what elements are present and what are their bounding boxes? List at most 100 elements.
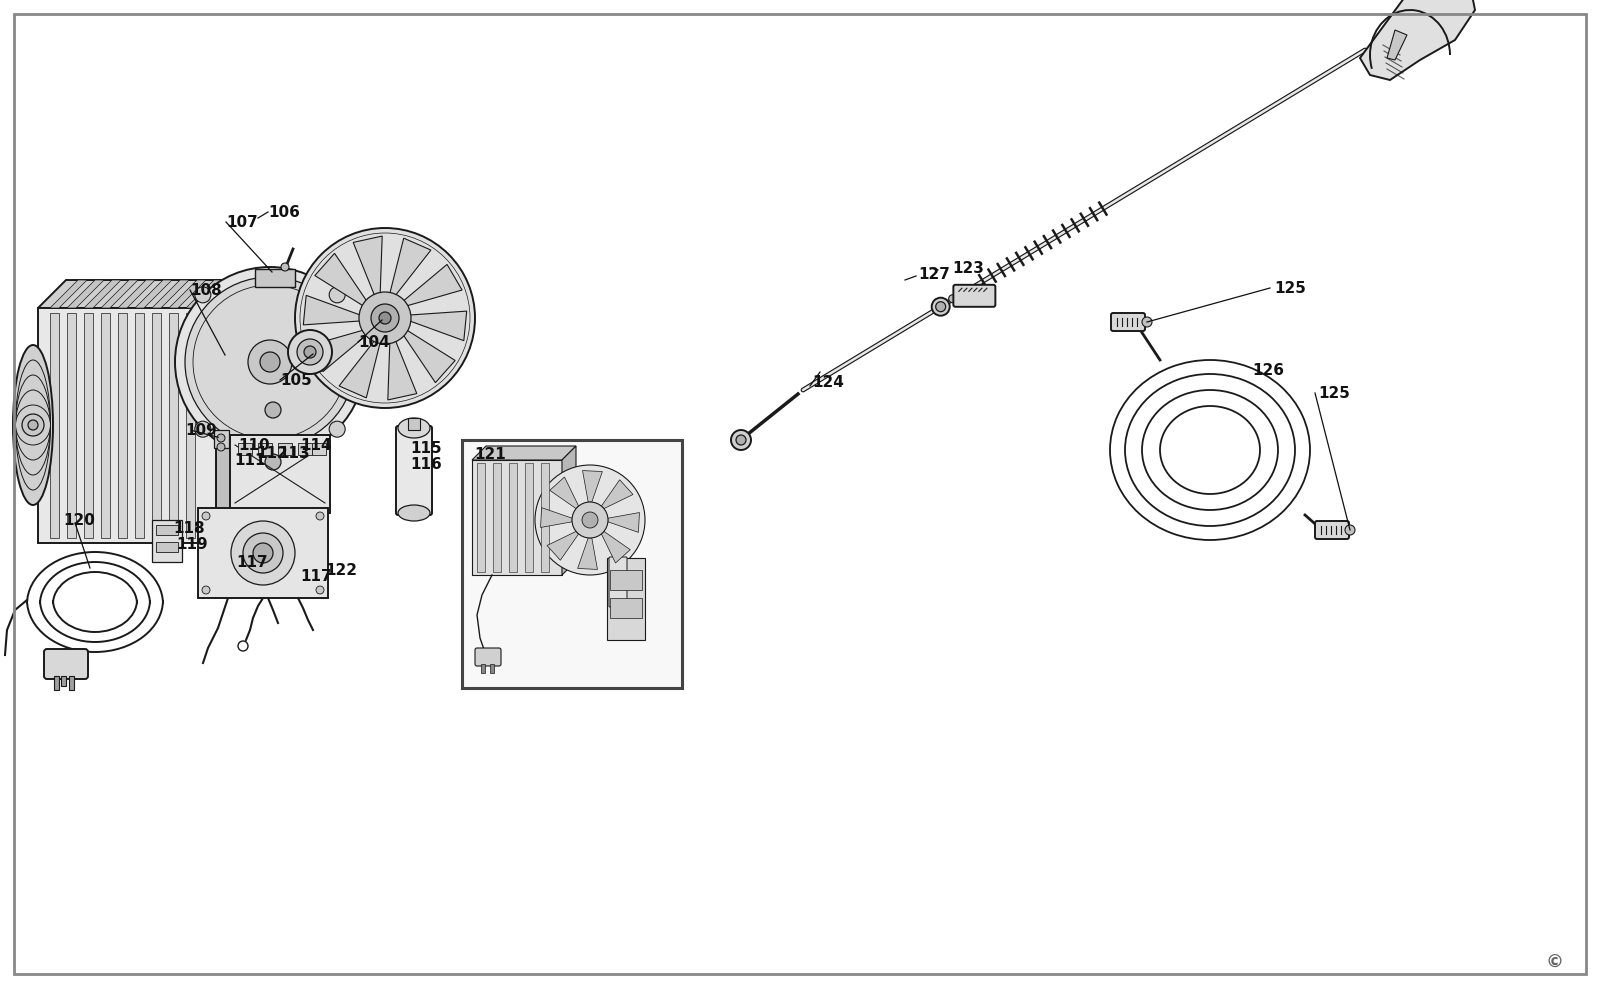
- Text: 113: 113: [278, 446, 310, 460]
- Polygon shape: [186, 280, 222, 308]
- Text: 120: 120: [62, 513, 94, 528]
- Bar: [462, 440, 682, 688]
- Bar: [152, 520, 182, 562]
- Circle shape: [258, 342, 290, 374]
- Bar: [408, 418, 419, 430]
- Bar: [472, 460, 562, 575]
- Polygon shape: [562, 446, 576, 575]
- Bar: [134, 313, 144, 538]
- Polygon shape: [67, 280, 104, 308]
- Text: 123: 123: [952, 261, 984, 276]
- Polygon shape: [152, 280, 189, 308]
- FancyBboxPatch shape: [45, 649, 88, 679]
- Polygon shape: [582, 470, 602, 502]
- Circle shape: [294, 228, 475, 408]
- Bar: [525, 463, 533, 572]
- Circle shape: [266, 454, 282, 470]
- Bar: [312, 443, 326, 455]
- Bar: [54, 676, 59, 690]
- Polygon shape: [304, 295, 360, 325]
- FancyBboxPatch shape: [475, 648, 501, 666]
- FancyBboxPatch shape: [954, 285, 995, 307]
- Text: 124: 124: [813, 374, 843, 389]
- Circle shape: [736, 435, 746, 445]
- Text: 116: 116: [410, 456, 442, 471]
- Bar: [509, 463, 517, 572]
- Circle shape: [298, 339, 323, 365]
- Text: 107: 107: [226, 214, 258, 229]
- Polygon shape: [387, 341, 416, 400]
- Circle shape: [304, 346, 317, 358]
- Circle shape: [317, 512, 323, 520]
- Ellipse shape: [29, 420, 38, 430]
- Polygon shape: [472, 446, 576, 460]
- Polygon shape: [550, 477, 579, 509]
- Circle shape: [1346, 525, 1355, 535]
- FancyBboxPatch shape: [610, 557, 627, 607]
- Text: 117: 117: [301, 568, 331, 584]
- Polygon shape: [216, 280, 243, 543]
- Circle shape: [949, 294, 957, 302]
- Polygon shape: [339, 341, 381, 398]
- Circle shape: [358, 292, 411, 344]
- Circle shape: [259, 352, 280, 372]
- Bar: [69, 676, 74, 690]
- Circle shape: [243, 533, 283, 573]
- Bar: [61, 676, 66, 686]
- Circle shape: [379, 312, 390, 324]
- Text: ©: ©: [1546, 954, 1565, 972]
- Text: 110: 110: [238, 438, 270, 453]
- Bar: [198, 508, 328, 598]
- Text: 118: 118: [173, 521, 205, 535]
- Polygon shape: [134, 280, 173, 308]
- Text: 115: 115: [410, 441, 442, 455]
- Bar: [67, 313, 77, 538]
- Text: 104: 104: [358, 335, 390, 350]
- Circle shape: [218, 443, 226, 451]
- Bar: [258, 443, 272, 455]
- Circle shape: [282, 263, 290, 271]
- Circle shape: [258, 446, 290, 478]
- Bar: [214, 430, 229, 448]
- Circle shape: [931, 297, 950, 316]
- Ellipse shape: [22, 414, 45, 436]
- Polygon shape: [38, 280, 243, 308]
- Bar: [50, 313, 59, 538]
- Text: 108: 108: [190, 283, 222, 297]
- Text: 125: 125: [1318, 385, 1350, 400]
- Bar: [83, 313, 93, 538]
- Ellipse shape: [398, 505, 430, 521]
- Circle shape: [186, 277, 355, 447]
- Polygon shape: [1360, 0, 1475, 80]
- Circle shape: [371, 304, 398, 332]
- Text: 111: 111: [234, 453, 266, 467]
- Bar: [38, 308, 216, 543]
- Circle shape: [230, 521, 294, 585]
- Polygon shape: [602, 480, 634, 509]
- Bar: [186, 313, 195, 538]
- Text: 126: 126: [1251, 363, 1283, 377]
- Text: 112: 112: [256, 446, 288, 460]
- Circle shape: [288, 330, 333, 374]
- Text: 109: 109: [186, 423, 216, 438]
- Text: 125: 125: [1274, 281, 1306, 295]
- Circle shape: [195, 421, 211, 437]
- Circle shape: [253, 543, 274, 563]
- Bar: [118, 313, 126, 538]
- FancyBboxPatch shape: [254, 269, 294, 287]
- Circle shape: [330, 287, 346, 303]
- Bar: [152, 313, 162, 538]
- Bar: [482, 664, 485, 673]
- Bar: [477, 463, 485, 572]
- Polygon shape: [1387, 30, 1406, 60]
- Circle shape: [317, 586, 323, 594]
- Text: 122: 122: [325, 562, 357, 578]
- Polygon shape: [541, 508, 573, 528]
- Text: 105: 105: [280, 372, 312, 387]
- Bar: [101, 313, 110, 538]
- Polygon shape: [315, 253, 366, 306]
- Bar: [238, 333, 301, 508]
- Polygon shape: [547, 532, 579, 560]
- Bar: [610, 598, 642, 618]
- Circle shape: [266, 402, 282, 418]
